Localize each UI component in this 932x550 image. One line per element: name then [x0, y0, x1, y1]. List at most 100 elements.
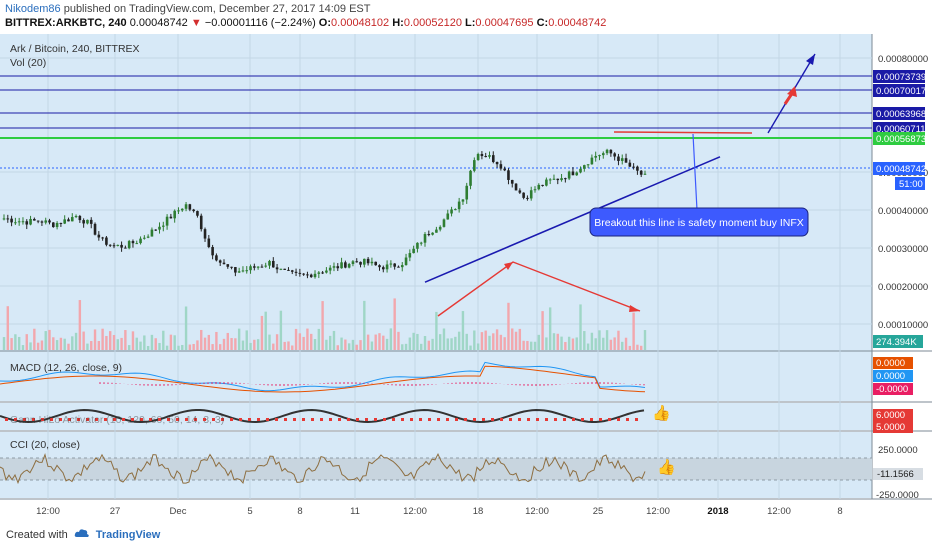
author-link[interactable]: Nikodem86: [5, 3, 61, 15]
volume-bar: [393, 298, 396, 350]
volume-bar: [621, 341, 624, 350]
candle: [63, 219, 66, 224]
gann-dot: [86, 418, 89, 421]
candle: [378, 265, 381, 268]
candle: [575, 172, 579, 176]
gann-dot: [401, 418, 404, 421]
thumbs-up-icon[interactable]: 👍: [657, 458, 676, 476]
cci-band: [0, 458, 872, 480]
candle: [169, 216, 173, 219]
candle: [131, 241, 135, 244]
volume-bar: [412, 332, 415, 350]
gann-dot: [446, 418, 449, 421]
candle: [116, 244, 120, 246]
arrow-head: [787, 86, 797, 97]
volume-bar: [389, 328, 393, 350]
candle: [469, 170, 472, 186]
candle: [321, 272, 324, 274]
volume-bar: [177, 345, 180, 350]
candle: [25, 221, 29, 225]
time-tick: 25: [593, 506, 604, 517]
candle: [609, 149, 613, 154]
candle: [408, 253, 412, 258]
price-label-bg: [873, 107, 925, 120]
thumbs-up-icon[interactable]: 👍: [652, 404, 671, 422]
gann-dot: [347, 418, 350, 421]
time-tick: 12:00: [525, 506, 549, 517]
candle: [605, 149, 609, 154]
price-tick: 0.00080000: [878, 54, 928, 65]
volume-bar: [313, 339, 317, 350]
volume-bar: [181, 344, 184, 350]
macd-value: 0.0000: [876, 358, 905, 369]
time-tick: 12:00: [767, 506, 791, 517]
gann-dot: [419, 418, 422, 421]
volume-bar: [196, 340, 199, 350]
gann-dot: [563, 418, 566, 421]
high-value: 0.00052120: [403, 17, 462, 29]
gann-dot: [518, 418, 521, 421]
volume-bar: [408, 337, 412, 350]
macd-line: [0, 361, 646, 392]
candle: [2, 218, 6, 220]
arrow-head: [806, 54, 815, 65]
gann-dot: [221, 418, 224, 421]
volume-bar: [385, 338, 389, 350]
tradingview-cloud-icon: [74, 528, 90, 541]
volume-bar: [602, 337, 605, 350]
candle: [344, 262, 347, 268]
volume-bar: [435, 311, 438, 350]
volume-bar: [48, 329, 51, 350]
candle: [309, 274, 313, 278]
volume-bar: [6, 306, 9, 350]
gann-value: 6.0000: [876, 410, 905, 421]
volume-bar: [112, 335, 116, 350]
time-tick: Dec: [170, 506, 187, 517]
volume-bar: [162, 330, 165, 350]
volume-bar: [363, 300, 366, 350]
volume-bar: [643, 330, 647, 350]
volume-bar: [404, 343, 408, 350]
candle: [598, 155, 601, 157]
candle: [393, 263, 396, 267]
tradingview-link[interactable]: TradingView: [95, 528, 161, 541]
candle: [226, 264, 230, 267]
gann-dot: [374, 418, 377, 421]
candle: [199, 215, 203, 230]
candle: [14, 222, 17, 224]
gann-dot: [581, 418, 584, 421]
volume-bar: [44, 331, 47, 350]
volume-bar: [575, 337, 578, 350]
chart-canvas[interactable]: Breakout this line is safety moment buy …: [0, 34, 932, 524]
candle: [207, 238, 211, 248]
volume-bar: [359, 340, 362, 350]
candle: [237, 271, 241, 273]
candle: [533, 189, 537, 191]
volume-bar: [78, 300, 82, 350]
volume-bar: [298, 333, 302, 350]
candle: [173, 210, 176, 219]
candle: [385, 264, 389, 270]
cci-tick: 250.0000: [878, 445, 918, 456]
price-label-bg: [873, 84, 925, 97]
candle: [10, 218, 13, 223]
volume-bar: [36, 342, 40, 350]
candle: [105, 237, 108, 245]
candle: [328, 267, 332, 271]
volume-bar: [211, 344, 214, 350]
volume-bar: [636, 344, 639, 350]
volume-bar: [237, 328, 241, 350]
volume-bar: [249, 342, 252, 350]
gann-dot: [176, 418, 179, 421]
candle: [21, 221, 25, 223]
candle: [529, 190, 533, 199]
candle: [347, 264, 351, 268]
gann-dot: [482, 418, 485, 421]
last-price: 0.00048742: [129, 17, 188, 29]
gann-dot: [149, 418, 152, 421]
volume-bar: [139, 341, 142, 350]
gann-dot: [428, 418, 431, 421]
gann-label-bg: [873, 421, 913, 433]
volume-bar: [522, 340, 525, 350]
volume-bar: [336, 345, 339, 350]
